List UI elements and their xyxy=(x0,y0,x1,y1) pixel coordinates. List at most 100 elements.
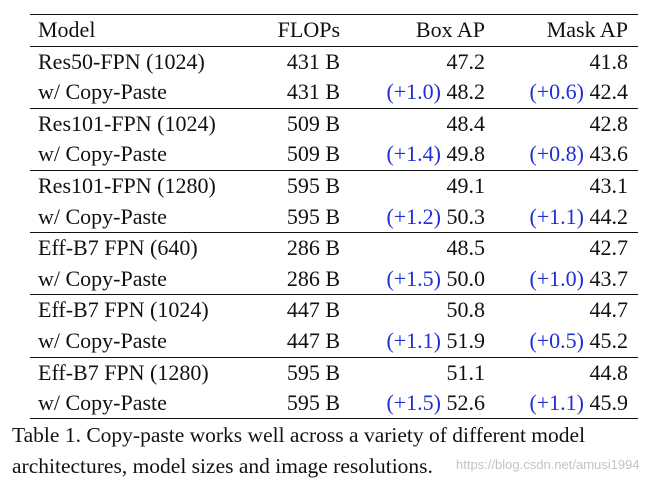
model-name: Res50-FPN (1024) xyxy=(38,48,205,74)
table-row: w/ Copy-Paste 286 B (+1.5) 50.0 (+1.0) 43.7 xyxy=(30,264,638,295)
mask-ap-gain: (+1.1) xyxy=(529,390,584,416)
table-row: Res101-FPN (1024) 509 B 48.4 42.8 xyxy=(30,109,638,140)
box-ap-gain: (+1.4) xyxy=(386,141,441,167)
box-ap-value: 47.2 xyxy=(446,48,486,74)
flops-value: 431 B xyxy=(286,48,340,74)
model-name: w/ Copy-Paste xyxy=(38,390,167,416)
box-ap-value: 48.2 xyxy=(446,79,486,105)
mask-ap: (+0.6) 42.4 xyxy=(529,77,628,108)
model-name: w/ Copy-Paste xyxy=(38,79,167,105)
table-row: w/ Copy-Paste 431 B (+1.0) 48.2 (+0.6) 42.4 xyxy=(30,77,638,108)
box-ap-value: 50.3 xyxy=(446,203,486,229)
mask-ap-value: 43.7 xyxy=(589,265,629,291)
flops-value: 509 B xyxy=(286,110,340,136)
model-name: w/ Copy-Paste xyxy=(38,265,167,291)
table-row: Eff-B7 FPN (1280) 595 B 51.1 44.8 xyxy=(30,358,638,389)
box-ap: (+1.5) 50.0 xyxy=(386,264,485,295)
box-ap-gain: (+1.2) xyxy=(386,203,441,229)
mask-ap-value: 42.7 xyxy=(589,235,629,261)
mask-ap: (+0.5) 45.2 xyxy=(529,326,628,357)
mask-ap: (+1.1) 44.2 xyxy=(529,202,628,233)
mask-ap-value: 43.6 xyxy=(589,141,629,167)
mask-ap: (+0.8) 43.6 xyxy=(529,139,628,170)
group-rule xyxy=(30,169,638,171)
box-ap-value: 50.0 xyxy=(446,265,486,291)
table-row: w/ Copy-Paste 595 B (+1.5) 52.6 (+1.1) 45.9 xyxy=(30,388,638,419)
caption-line-1: Table 1. Copy-paste works well across a … xyxy=(12,423,586,447)
flops-value: 509 B xyxy=(286,141,340,167)
table-row: Eff-B7 FPN (1024) 447 B 50.8 44.7 xyxy=(30,295,638,326)
mask-ap-gain: (+1.0) xyxy=(529,265,584,291)
table-row: Res101-FPN (1280) 595 B 49.1 43.1 xyxy=(30,171,638,202)
model-name: Res101-FPN (1024) xyxy=(38,110,216,136)
flops-value: 447 B xyxy=(286,297,340,323)
flops-value: 595 B xyxy=(286,359,340,385)
mask-ap-gain: (+1.1) xyxy=(529,203,584,229)
table-caption: Table 1. Copy-paste works well across a … xyxy=(12,420,662,482)
mask-ap: (+1.1) 45.9 xyxy=(529,388,628,419)
box-ap: (+1.1) 51.9 xyxy=(386,326,485,357)
header-mask-ap: Mask AP xyxy=(546,17,628,42)
group-rule xyxy=(30,107,638,109)
flops-value: 286 B xyxy=(286,265,340,291)
table-top-rule xyxy=(30,14,638,15)
mask-ap-value: 41.8 xyxy=(589,48,629,74)
mask-ap-gain: (+0.8) xyxy=(529,141,584,167)
mask-ap-value: 45.2 xyxy=(589,327,629,353)
box-ap-value: 51.9 xyxy=(446,327,486,353)
flops-value: 595 B xyxy=(286,390,340,416)
box-ap: (+1.4) 49.8 xyxy=(386,139,485,170)
mask-ap: (+1.0) 43.7 xyxy=(529,264,628,295)
model-name: w/ Copy-Paste xyxy=(38,327,167,353)
mask-ap-gain: (+0.6) xyxy=(529,79,584,105)
mask-ap-value: 43.1 xyxy=(589,172,629,198)
box-ap-value: 51.1 xyxy=(446,359,486,385)
box-ap-value: 48.4 xyxy=(446,110,486,136)
header-rule xyxy=(30,45,638,47)
mask-ap-value: 42.4 xyxy=(589,79,629,105)
model-name: Eff-B7 FPN (1280) xyxy=(38,359,209,385)
table-bottom-rule xyxy=(30,417,638,419)
model-name: w/ Copy-Paste xyxy=(38,203,167,229)
box-ap-value: 49.8 xyxy=(446,141,486,167)
group-rule xyxy=(30,294,638,296)
box-ap: (+1.2) 50.3 xyxy=(386,202,485,233)
table-row: Eff-B7 FPN (640) 286 B 48.5 42.7 xyxy=(30,233,638,264)
watermark: https://blog.csdn.net/amusi1994 xyxy=(456,457,640,472)
box-ap-gain: (+1.5) xyxy=(386,390,441,416)
header-model: Model xyxy=(38,17,96,42)
box-ap: (+1.5) 52.6 xyxy=(386,388,485,419)
mask-ap-gain: (+0.5) xyxy=(529,327,584,353)
flops-value: 447 B xyxy=(286,327,340,353)
box-ap-value: 49.1 xyxy=(446,172,486,198)
flops-value: 595 B xyxy=(286,172,340,198)
box-ap-gain: (+1.0) xyxy=(386,79,441,105)
box-ap: (+1.0) 48.2 xyxy=(386,77,485,108)
header-flops: FLOPs xyxy=(277,17,340,42)
group-rule xyxy=(30,232,638,234)
model-name: w/ Copy-Paste xyxy=(38,141,167,167)
mask-ap-value: 44.2 xyxy=(589,203,629,229)
flops-value: 286 B xyxy=(286,235,340,261)
box-ap-value: 52.6 xyxy=(446,390,486,416)
box-ap-gain: (+1.1) xyxy=(386,327,441,353)
mask-ap-value: 42.8 xyxy=(589,110,629,136)
table-row: w/ Copy-Paste 509 B (+1.4) 49.8 (+0.8) 43.6 xyxy=(30,139,638,170)
mask-ap-value: 45.9 xyxy=(589,390,629,416)
model-name: Eff-B7 FPN (640) xyxy=(38,235,198,261)
box-ap-value: 50.8 xyxy=(446,297,486,323)
results-table: Model FLOPs Box AP Mask AP Res50-FPN (10… xyxy=(30,14,638,419)
mask-ap-value: 44.8 xyxy=(589,359,629,385)
header-box-ap: Box AP xyxy=(415,17,485,42)
box-ap-value: 48.5 xyxy=(446,235,486,261)
caption-line-2: architectures, model sizes and image res… xyxy=(12,454,433,478)
table-row: w/ Copy-Paste 595 B (+1.2) 50.3 (+1.1) 44.2 xyxy=(30,202,638,233)
group-rule xyxy=(30,356,638,358)
flops-value: 595 B xyxy=(286,203,340,229)
model-name: Eff-B7 FPN (1024) xyxy=(38,297,209,323)
mask-ap-value: 44.7 xyxy=(589,297,629,323)
flops-value: 431 B xyxy=(286,79,340,105)
model-name: Res101-FPN (1280) xyxy=(38,172,216,198)
table-body: Res50-FPN (1024) 431 B 47.2 41.8 w/ Copy-Pas… xyxy=(30,47,638,419)
box-ap-gain: (+1.5) xyxy=(386,265,441,291)
